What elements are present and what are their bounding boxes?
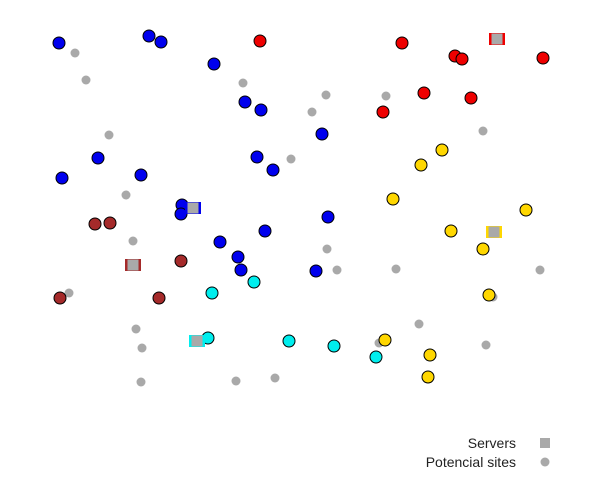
server-marker xyxy=(189,335,205,347)
legend-label-potencial-sites: Potencial sites xyxy=(426,454,516,470)
cluster-point xyxy=(207,57,221,71)
cluster-point xyxy=(103,216,117,230)
cluster-point xyxy=(476,242,490,256)
potential-site-point xyxy=(270,373,280,383)
cluster-point xyxy=(482,288,496,302)
cluster-point xyxy=(234,263,248,277)
potential-site-point xyxy=(321,90,331,100)
cluster-point xyxy=(386,192,400,206)
cluster-point xyxy=(519,203,533,217)
potential-site-point xyxy=(70,48,80,58)
potential-site-point xyxy=(322,244,332,254)
cluster-point xyxy=(464,91,478,105)
cluster-point xyxy=(321,210,335,224)
cluster-point xyxy=(258,224,272,238)
potential-site-point xyxy=(535,265,545,275)
potential-site-point xyxy=(131,324,141,334)
potential-site-point xyxy=(238,78,248,88)
potential-site-point xyxy=(381,91,391,101)
potential-site-point xyxy=(104,130,114,140)
potential-site-point xyxy=(81,75,91,85)
server-marker xyxy=(486,226,502,238)
legend-marker-servers xyxy=(540,438,550,448)
cluster-point xyxy=(154,35,168,49)
potential-site-point xyxy=(332,265,342,275)
cluster-point xyxy=(91,151,105,165)
cluster-point xyxy=(142,29,156,43)
legend: Servers Potencial sites xyxy=(426,435,550,470)
cluster-point xyxy=(231,250,245,264)
server-marker xyxy=(185,202,201,214)
cluster-point xyxy=(417,86,431,100)
server-marker-fill xyxy=(191,335,203,347)
potential-site-point xyxy=(414,319,424,329)
cluster-point xyxy=(254,103,268,117)
cluster-point xyxy=(205,286,219,300)
cluster-point xyxy=(309,264,323,278)
cluster-point xyxy=(435,143,449,157)
potential-site-point xyxy=(137,343,147,353)
cluster-point xyxy=(134,168,148,182)
cluster-point xyxy=(421,370,435,384)
cluster-point xyxy=(315,127,329,141)
cluster-point xyxy=(238,95,252,109)
server-marker xyxy=(489,33,505,45)
potential-site-point xyxy=(481,340,491,350)
potential-site-point xyxy=(307,107,317,117)
server-marker-fill xyxy=(488,226,500,238)
potential-site-point xyxy=(231,376,241,386)
cluster-point xyxy=(536,51,550,65)
cluster-point xyxy=(327,339,341,353)
potential-site-point xyxy=(121,190,131,200)
legend-label-servers: Servers xyxy=(468,435,516,451)
potential-site-point xyxy=(391,264,401,274)
potential-site-point xyxy=(64,288,74,298)
server-marker-fill xyxy=(127,259,139,271)
cluster-point xyxy=(369,350,383,364)
cluster-point xyxy=(423,348,437,362)
cluster-point xyxy=(378,333,392,347)
server-marker-fill xyxy=(187,202,199,214)
cluster-point xyxy=(174,254,188,268)
server-marker xyxy=(125,259,141,271)
cluster-point xyxy=(455,52,469,66)
servers-layer xyxy=(125,33,505,347)
cluster-point xyxy=(55,171,69,185)
potential-sites-layer xyxy=(64,48,545,387)
cluster-point xyxy=(88,217,102,231)
potential-site-point xyxy=(136,377,146,387)
cluster-point xyxy=(444,224,458,238)
legend-marker-potencial-sites xyxy=(540,457,550,467)
potential-site-point xyxy=(478,126,488,136)
cluster-point xyxy=(414,158,428,172)
cluster-point xyxy=(250,150,264,164)
cluster-point xyxy=(247,275,261,289)
cluster-point xyxy=(266,163,280,177)
cluster-point xyxy=(376,105,390,119)
cluster-point xyxy=(152,291,166,305)
cluster-point xyxy=(253,34,267,48)
cluster-point xyxy=(53,291,67,305)
cluster-point xyxy=(213,235,227,249)
potential-site-point xyxy=(286,154,296,164)
cluster-point xyxy=(282,334,296,348)
server-marker-fill xyxy=(491,33,503,45)
potential-site-point xyxy=(128,236,138,246)
client-points-layer xyxy=(52,29,550,384)
cluster-point xyxy=(395,36,409,50)
cluster-point xyxy=(52,36,66,50)
